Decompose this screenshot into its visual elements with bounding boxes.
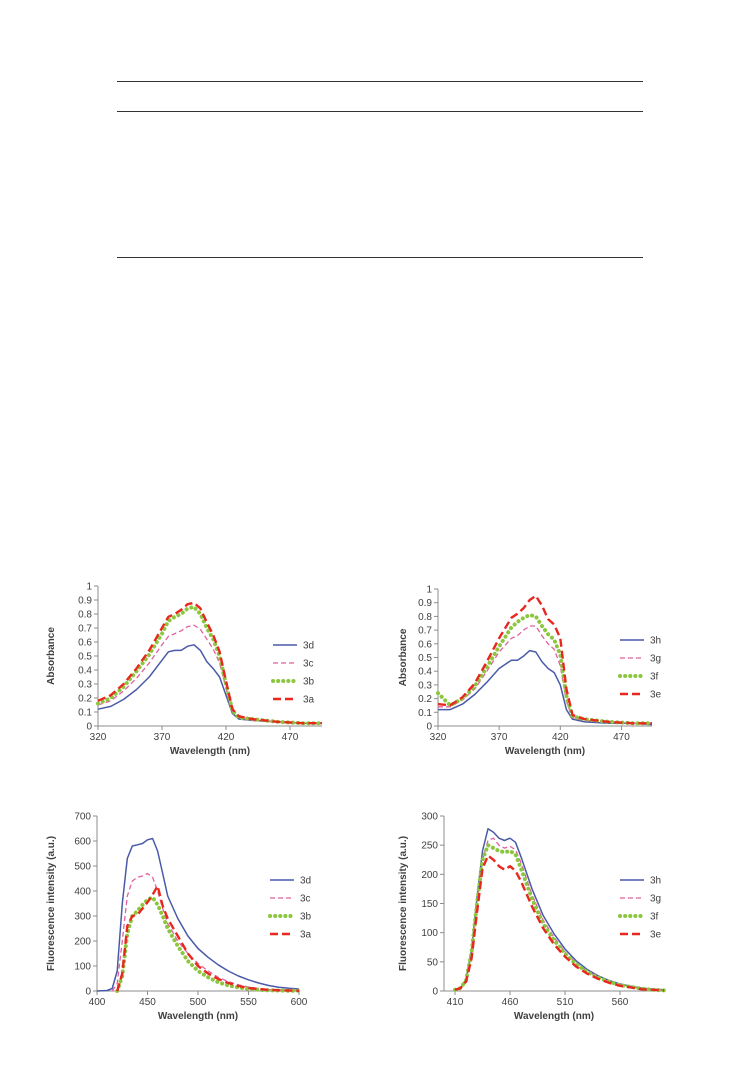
x-tick-label: 600 <box>291 997 308 1008</box>
x-tick-label: 420 <box>218 732 235 743</box>
series-line-3b <box>115 895 301 993</box>
y-tick-label: 0 <box>85 987 91 998</box>
series-line-3e <box>454 854 665 992</box>
fluorescence-chart-e: 0 50 100 150 200 250 300 410 460 510 560 Wavelength… <box>398 812 666 1022</box>
y-tick-label: 150 <box>421 899 438 910</box>
x-tick-label: 370 <box>491 732 508 743</box>
y-axis-title: Fluorescence intensity (a.u.) <box>46 836 57 971</box>
series-line-3b <box>96 605 324 726</box>
y-tick-label: 0 <box>426 722 432 733</box>
series-line-3e <box>437 594 652 725</box>
x-tick-label: 470 <box>613 732 630 743</box>
legend-label-3h: 3h <box>650 876 661 887</box>
y-tick-label: 0.9 <box>78 596 92 607</box>
y-tick-label: 0.7 <box>418 626 432 637</box>
y-tick-label: 0.4 <box>418 667 432 678</box>
absorbance-chart-e: 0 0.1 0.2 0.3 0.4 0.5 0.6 0.7 0.8 0.9 1 320 370 420 47… <box>398 585 662 758</box>
legend-label-3a: 3a <box>303 695 315 706</box>
y-tick-label: 100 <box>421 928 438 939</box>
y-tick-label: 300 <box>74 912 91 923</box>
x-axis-title: Wavelength (nm) <box>505 746 585 757</box>
legend-label-3d: 3d <box>300 876 311 887</box>
fluorescence-chart-a: 0 100 200 300 400 500 600 700 400 450 500 550 600 Wav… <box>46 812 312 1023</box>
y-tick-label: 0.7 <box>78 624 92 635</box>
y-tick-label: 0.8 <box>418 612 432 623</box>
y-tick-label: 300 <box>421 812 438 823</box>
y-tick-label: 700 <box>74 812 91 823</box>
y-tick-label: 100 <box>74 962 91 973</box>
y-tick-label: 400 <box>74 887 91 898</box>
y-tick-label: 0.9 <box>418 598 432 609</box>
legend-label-3a: 3a <box>300 930 312 941</box>
y-tick-label: 1 <box>426 585 432 596</box>
table-bottom-rule <box>117 257 643 258</box>
x-tick-label: 550 <box>240 997 257 1008</box>
y-tick-label: 0.5 <box>418 653 432 664</box>
y-axis-title: Absorbance <box>46 627 57 685</box>
y-tick-label: 0.4 <box>78 666 92 677</box>
y-tick-label: 50 <box>427 957 439 968</box>
legend-label-3h: 3h <box>650 636 661 647</box>
legend-label-3g: 3g <box>650 894 661 905</box>
legend-label-3d: 3d <box>303 641 314 652</box>
y-tick-label: 0.5 <box>78 652 92 663</box>
y-tick-label: 0.1 <box>418 708 432 719</box>
legend-label-3b: 3b <box>300 912 312 923</box>
x-tick-label: 410 <box>447 997 464 1008</box>
series-line-3a <box>116 884 300 992</box>
legend-label-3c: 3c <box>303 659 314 670</box>
y-tick-label: 1 <box>86 582 92 593</box>
legend-label-3g: 3g <box>650 654 661 665</box>
x-tick-label: 510 <box>557 997 574 1008</box>
x-tick-label: 450 <box>139 997 156 1008</box>
y-tick-label: 0.6 <box>78 638 92 649</box>
x-tick-label: 320 <box>90 732 107 743</box>
series-line-3d <box>96 837 300 992</box>
y-tick-label: 0.2 <box>78 694 92 705</box>
y-tick-label: 500 <box>74 862 91 873</box>
legend-label-3f: 3f <box>650 912 659 923</box>
series-line-3a <box>97 601 322 725</box>
y-tick-label: 0 <box>432 987 438 998</box>
y-tick-label: 0.8 <box>78 610 92 621</box>
y-axis-title: Absorbance <box>398 628 409 686</box>
table-header-rule <box>117 111 643 112</box>
x-tick-label: 560 <box>612 997 629 1008</box>
legend-label-3e: 3e <box>650 690 662 701</box>
y-tick-label: 0.3 <box>418 680 432 691</box>
y-tick-label: 0.6 <box>418 639 432 650</box>
legend-label-3b: 3b <box>303 677 315 688</box>
series-line-3c <box>97 624 322 724</box>
x-tick-label: 420 <box>552 732 569 743</box>
series-line-3c <box>111 872 300 992</box>
y-tick-label: 0.1 <box>78 708 92 719</box>
legend-label-3e: 3e <box>650 930 662 941</box>
legend-label-3c: 3c <box>300 894 311 905</box>
x-tick-label: 320 <box>430 732 447 743</box>
y-tick-label: 200 <box>74 937 91 948</box>
y-tick-label: 0.2 <box>418 694 432 705</box>
table-top-rule <box>117 81 643 82</box>
x-tick-label: 470 <box>282 732 299 743</box>
series-line-3d <box>97 644 322 724</box>
x-tick-label: 500 <box>190 997 207 1008</box>
y-tick-label: 0 <box>86 722 92 733</box>
x-axis-title: Wavelength (nm) <box>158 1011 238 1022</box>
series-line-3f <box>453 843 666 993</box>
x-axis-title: Wavelength (nm) <box>170 746 250 757</box>
y-axis-title: Fluorescence intensity (a.u.) <box>398 836 409 971</box>
absorbance-chart-a: 0 0.1 0.2 0.3 0.4 0.5 0.6 0.7 0.8 0.9 1 320 370 420 47… <box>46 582 324 757</box>
x-tick-label: 460 <box>502 997 519 1008</box>
series-line-3h <box>438 649 653 726</box>
y-tick-label: 200 <box>421 870 438 881</box>
series-line-3h <box>454 828 665 991</box>
x-tick-label: 370 <box>154 732 171 743</box>
y-tick-label: 600 <box>74 837 91 848</box>
x-axis-title: Wavelength (nm) <box>514 1011 594 1022</box>
y-tick-label: 0.3 <box>78 680 92 691</box>
x-tick-label: 400 <box>89 997 106 1008</box>
y-tick-label: 250 <box>421 841 438 852</box>
series-line-3f <box>436 613 654 726</box>
legend-label-3f: 3f <box>650 672 659 683</box>
